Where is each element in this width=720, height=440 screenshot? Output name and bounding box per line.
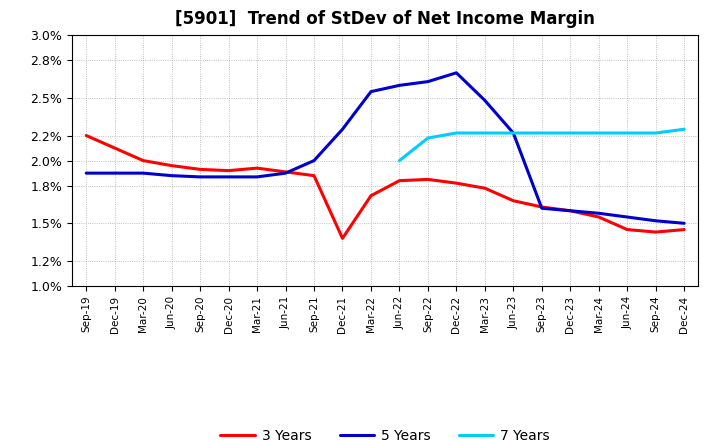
5 Years: [282, 170, 290, 176]
Legend: 3 Years, 5 Years, 7 Years: 3 Years, 5 Years, 7 Years: [215, 423, 555, 440]
7 Years: [452, 130, 461, 136]
3 Years: [167, 163, 176, 168]
7 Years: [566, 130, 575, 136]
3 Years: [623, 227, 631, 232]
7 Years: [652, 130, 660, 136]
3 Years: [139, 158, 148, 163]
3 Years: [82, 133, 91, 138]
3 Years: [652, 229, 660, 235]
5 Years: [537, 205, 546, 211]
5 Years: [395, 83, 404, 88]
5 Years: [423, 79, 432, 84]
7 Years: [395, 158, 404, 163]
3 Years: [225, 168, 233, 173]
5 Years: [595, 211, 603, 216]
3 Years: [338, 236, 347, 241]
3 Years: [423, 177, 432, 182]
5 Years: [509, 130, 518, 136]
5 Years: [566, 208, 575, 213]
7 Years: [595, 130, 603, 136]
5 Years: [452, 70, 461, 75]
7 Years: [623, 130, 631, 136]
7 Years: [537, 130, 546, 136]
3 Years: [680, 227, 688, 232]
3 Years: [110, 145, 119, 150]
5 Years: [139, 170, 148, 176]
3 Years: [509, 198, 518, 203]
3 Years: [395, 178, 404, 183]
3 Years: [480, 186, 489, 191]
5 Years: [652, 218, 660, 224]
5 Years: [310, 158, 318, 163]
7 Years: [680, 127, 688, 132]
3 Years: [366, 193, 375, 198]
Line: 5 Years: 5 Years: [86, 73, 684, 224]
5 Years: [196, 174, 204, 180]
3 Years: [595, 214, 603, 220]
3 Years: [196, 167, 204, 172]
5 Years: [225, 174, 233, 180]
7 Years: [480, 130, 489, 136]
5 Years: [82, 170, 91, 176]
3 Years: [537, 204, 546, 209]
5 Years: [366, 89, 375, 94]
3 Years: [253, 165, 261, 171]
5 Years: [480, 98, 489, 103]
7 Years: [423, 136, 432, 141]
5 Years: [338, 127, 347, 132]
3 Years: [566, 208, 575, 213]
5 Years: [623, 214, 631, 220]
5 Years: [253, 174, 261, 180]
5 Years: [167, 173, 176, 178]
5 Years: [110, 170, 119, 176]
3 Years: [282, 169, 290, 175]
Line: 7 Years: 7 Years: [400, 129, 684, 161]
3 Years: [310, 173, 318, 178]
Title: [5901]  Trend of StDev of Net Income Margin: [5901] Trend of StDev of Net Income Marg…: [175, 10, 595, 28]
7 Years: [509, 130, 518, 136]
Line: 3 Years: 3 Years: [86, 136, 684, 238]
5 Years: [680, 221, 688, 226]
3 Years: [452, 180, 461, 186]
